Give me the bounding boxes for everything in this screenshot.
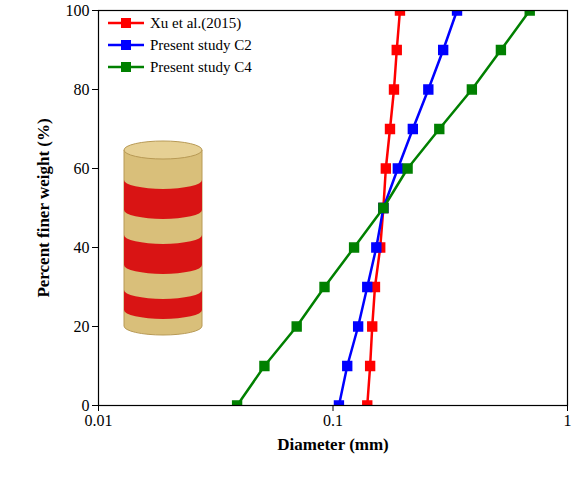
svg-text:40: 40 bbox=[74, 239, 90, 256]
svg-text:80: 80 bbox=[74, 81, 90, 98]
svg-text:0.01: 0.01 bbox=[85, 412, 113, 429]
svg-text:1: 1 bbox=[564, 412, 572, 429]
svg-text:60: 60 bbox=[74, 160, 90, 177]
html-text:Present study C2: Present study C2 bbox=[150, 37, 252, 53]
html-text:Present study C4: Present study C4 bbox=[150, 59, 252, 75]
html-text:Xu et al.(2015): Xu et al.(2015) bbox=[150, 15, 242, 31]
svg-text:Percent finer weight (%): Percent finer weight (%) bbox=[34, 118, 53, 297]
svg-text:20: 20 bbox=[74, 318, 90, 335]
svg-text:0.1: 0.1 bbox=[323, 412, 343, 429]
svg-text:Diameter (mm): Diameter (mm) bbox=[277, 435, 389, 454]
svg-text:0: 0 bbox=[81, 396, 90, 414]
svg-text:100: 100 bbox=[66, 2, 90, 19]
